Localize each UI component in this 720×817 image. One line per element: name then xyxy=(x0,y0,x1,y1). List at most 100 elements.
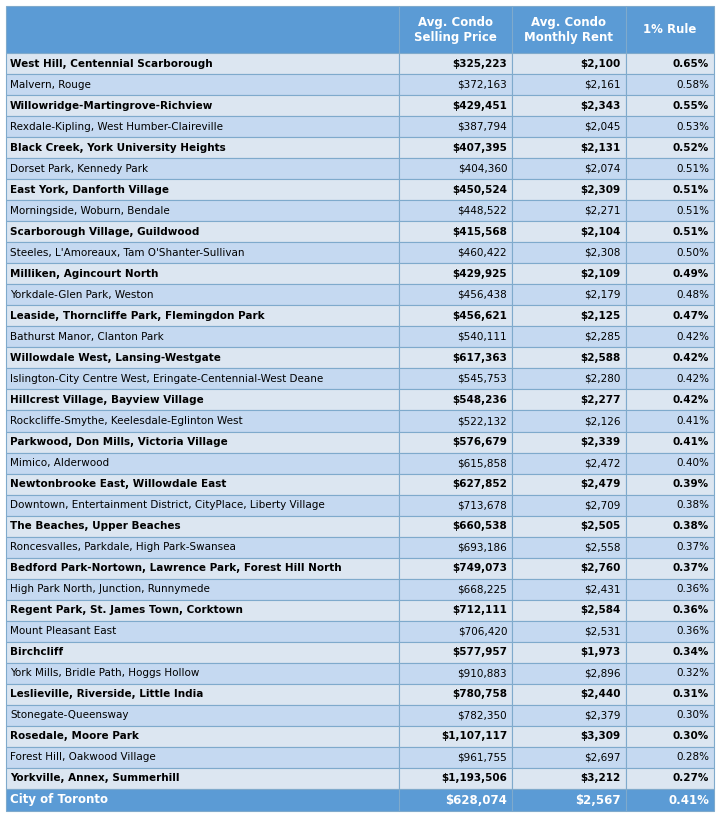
Text: 0.65%: 0.65% xyxy=(672,59,709,69)
Text: $628,074: $628,074 xyxy=(446,793,507,806)
Bar xyxy=(512,600,626,621)
Text: 0.37%: 0.37% xyxy=(672,563,709,574)
Text: Willowdale West, Lansing-Westgate: Willowdale West, Lansing-Westgate xyxy=(10,353,221,363)
Text: $1,107,117: $1,107,117 xyxy=(441,731,507,742)
Bar xyxy=(626,137,714,158)
Bar xyxy=(626,53,714,74)
Bar xyxy=(399,137,512,158)
Text: $2,104: $2,104 xyxy=(580,227,621,237)
Text: $780,758: $780,758 xyxy=(452,690,507,699)
Text: $2,280: $2,280 xyxy=(584,374,621,384)
Text: Newtonbrooke East, Willowdale East: Newtonbrooke East, Willowdale East xyxy=(10,479,226,489)
Bar xyxy=(399,642,512,663)
Bar xyxy=(512,95,626,116)
Text: Rexdale-Kipling, West Humber-Claireville: Rexdale-Kipling, West Humber-Claireville xyxy=(10,122,223,132)
Text: Morningside, Woburn, Bendale: Morningside, Woburn, Bendale xyxy=(10,206,170,216)
Bar xyxy=(626,368,714,390)
Bar xyxy=(626,453,714,474)
Bar xyxy=(626,116,714,137)
Text: $2,126: $2,126 xyxy=(584,416,621,426)
Text: $450,524: $450,524 xyxy=(452,185,507,194)
Bar xyxy=(6,474,399,494)
Text: 0.36%: 0.36% xyxy=(672,605,709,615)
Text: Avg. Condo
Monthly Rent: Avg. Condo Monthly Rent xyxy=(524,16,613,43)
Bar xyxy=(6,243,399,263)
Text: $2,045: $2,045 xyxy=(584,122,621,132)
Bar xyxy=(399,516,512,537)
Text: Downtown, Entertainment District, CityPlace, Liberty Village: Downtown, Entertainment District, CityPl… xyxy=(10,500,325,510)
Text: $1,193,506: $1,193,506 xyxy=(441,774,507,784)
Text: 0.30%: 0.30% xyxy=(672,731,709,742)
Bar xyxy=(6,642,399,663)
Text: $693,186: $693,186 xyxy=(457,542,507,552)
Text: $2,472: $2,472 xyxy=(584,458,621,468)
Text: 0.53%: 0.53% xyxy=(676,122,709,132)
Text: $404,360: $404,360 xyxy=(458,163,507,174)
Bar xyxy=(626,431,714,453)
Bar xyxy=(6,347,399,368)
Bar xyxy=(626,684,714,705)
Bar xyxy=(512,53,626,74)
Text: Yorkdale-Glen Park, Weston: Yorkdale-Glen Park, Weston xyxy=(10,290,153,300)
Text: The Beaches, Upper Beaches: The Beaches, Upper Beaches xyxy=(10,521,181,531)
Bar xyxy=(512,558,626,578)
Text: $749,073: $749,073 xyxy=(452,563,507,574)
Bar xyxy=(512,410,626,431)
Text: Malvern, Rouge: Malvern, Rouge xyxy=(10,79,91,90)
Text: $2,074: $2,074 xyxy=(584,163,621,174)
Text: Stonegate-Queensway: Stonegate-Queensway xyxy=(10,711,128,721)
Bar xyxy=(399,326,512,347)
Text: $627,852: $627,852 xyxy=(452,479,507,489)
Text: Bathurst Manor, Clanton Park: Bathurst Manor, Clanton Park xyxy=(10,332,163,342)
Text: $2,697: $2,697 xyxy=(584,752,621,762)
Bar xyxy=(512,516,626,537)
Text: Rockcliffe-Smythe, Keelesdale-Eglinton West: Rockcliffe-Smythe, Keelesdale-Eglinton W… xyxy=(10,416,243,426)
Text: $2,760: $2,760 xyxy=(580,563,621,574)
Bar xyxy=(399,53,512,74)
Text: 0.50%: 0.50% xyxy=(676,248,709,258)
Bar xyxy=(399,474,512,494)
Bar xyxy=(399,789,512,811)
Text: Black Creek, York University Heights: Black Creek, York University Heights xyxy=(10,143,226,153)
Text: 0.42%: 0.42% xyxy=(676,332,709,342)
Text: 1% Rule: 1% Rule xyxy=(643,23,696,36)
Text: Hillcrest Village, Bayview Village: Hillcrest Village, Bayview Village xyxy=(10,395,204,405)
Bar xyxy=(626,578,714,600)
Text: Roncesvalles, Parkdale, High Park-Swansea: Roncesvalles, Parkdale, High Park-Swanse… xyxy=(10,542,236,552)
Bar xyxy=(512,200,626,221)
Text: 0.51%: 0.51% xyxy=(676,163,709,174)
Bar xyxy=(512,726,626,747)
Text: $576,679: $576,679 xyxy=(452,437,507,447)
Text: $961,755: $961,755 xyxy=(457,752,507,762)
Text: Yorkville, Annex, Summerhill: Yorkville, Annex, Summerhill xyxy=(10,774,179,784)
Text: $1,973: $1,973 xyxy=(580,647,621,658)
Bar xyxy=(6,284,399,306)
Bar xyxy=(399,578,512,600)
Text: City of Toronto: City of Toronto xyxy=(10,793,108,806)
Text: $456,621: $456,621 xyxy=(452,310,507,321)
Text: Mimico, Alderwood: Mimico, Alderwood xyxy=(10,458,109,468)
Text: $2,339: $2,339 xyxy=(580,437,621,447)
Text: $3,309: $3,309 xyxy=(580,731,621,742)
Bar xyxy=(512,284,626,306)
Text: Scarborough Village, Guildwood: Scarborough Village, Guildwood xyxy=(10,227,199,237)
Text: 0.52%: 0.52% xyxy=(672,143,709,153)
Text: $2,125: $2,125 xyxy=(580,310,621,321)
Bar xyxy=(399,306,512,326)
Bar xyxy=(399,684,512,705)
Bar xyxy=(512,137,626,158)
Bar xyxy=(399,768,512,789)
Text: $460,422: $460,422 xyxy=(458,248,507,258)
Bar xyxy=(399,284,512,306)
Text: Forest Hill, Oakwood Village: Forest Hill, Oakwood Village xyxy=(10,752,156,762)
Text: $2,271: $2,271 xyxy=(584,206,621,216)
Bar xyxy=(626,726,714,747)
Text: $782,350: $782,350 xyxy=(458,711,507,721)
Bar xyxy=(512,390,626,410)
Bar xyxy=(512,368,626,390)
Bar xyxy=(512,347,626,368)
Text: 0.41%: 0.41% xyxy=(668,793,709,806)
Text: Parkwood, Don Mills, Victoria Village: Parkwood, Don Mills, Victoria Village xyxy=(10,437,228,447)
Bar xyxy=(626,789,714,811)
Bar xyxy=(626,6,714,53)
